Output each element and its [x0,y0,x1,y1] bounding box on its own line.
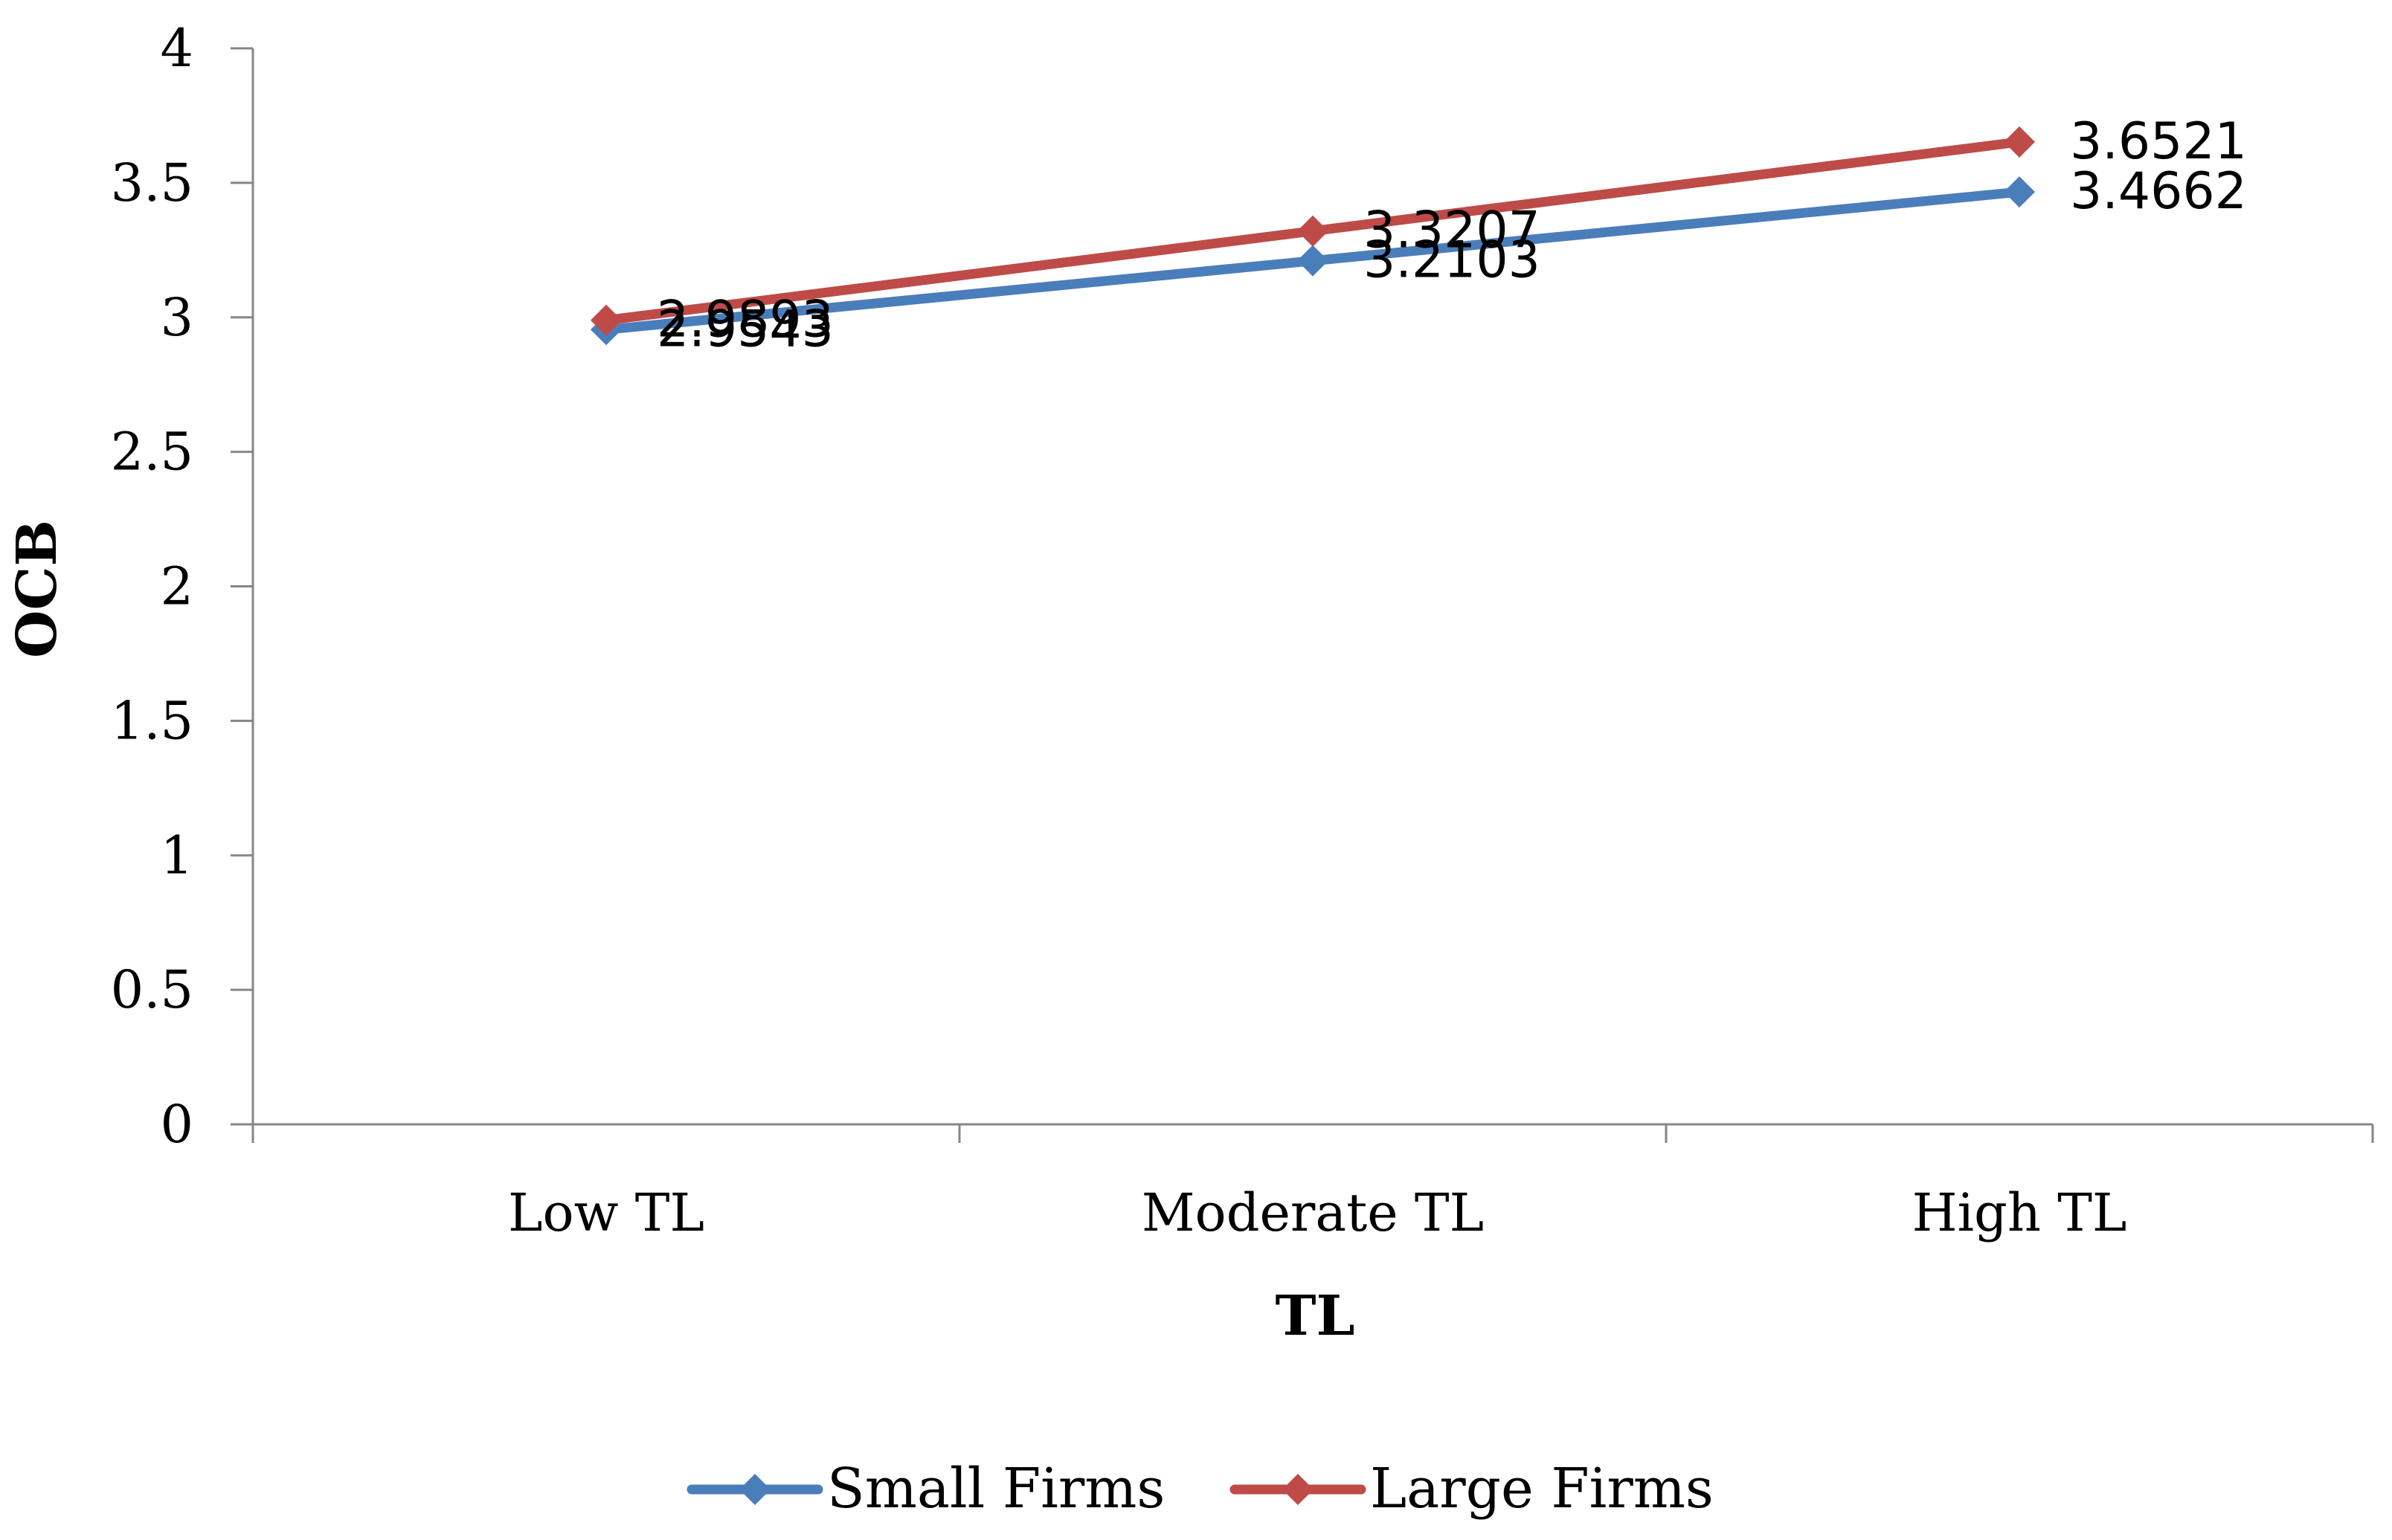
legend-label: Small Firms [827,1457,1165,1521]
y-tick-label: 0.5 [111,959,193,1020]
y-axis-title: OCB [5,520,69,658]
y-tick-label: 1 [160,825,193,886]
legend-item: Large Firms [1229,1457,1714,1521]
legend-swatch-marker [1282,1474,1314,1505]
x-tick-label: High TL [1912,1182,2127,1243]
data-point [1297,245,1328,277]
series-layer [591,126,2035,346]
y-tick-label: 2.5 [111,422,193,483]
data-label: 3.6521 [2070,112,2247,171]
x-axis-ticks: Low TL Moderate TL High TL [251,1124,2374,1243]
data-point [1297,215,1328,247]
data-label: 2.9543 [657,300,834,358]
data-label: 3.4662 [2070,162,2247,221]
data-label: 3.3207 [1363,202,1540,260]
legend: Small Firms Large Firms [687,1457,1714,1521]
y-tick-label: 1.5 [111,690,193,751]
y-tick-label: 3.5 [111,152,193,213]
chart-axes [251,48,2373,1126]
data-point [2004,126,2035,158]
y-tick-label: 4 [160,18,193,79]
data-point [2004,176,2035,208]
legend-label: Large Firms [1370,1457,1714,1521]
data-point [591,304,622,336]
data-label: 3.2103 [1363,231,1540,290]
y-tick-label: 0 [160,1094,193,1155]
data-labels: 2.9543 3.2103 3.4662 2.9893 3.3207 3.6521 [657,112,2247,358]
y-tick-label: 3 [160,287,193,348]
y-axis-ticks: 0 0.5 1 1.5 2 2.5 3 3.5 4 [111,18,253,1155]
x-tick-label: Low TL [508,1182,704,1243]
series-large-firms [591,126,2035,336]
x-axis-title: TL [1275,1284,1354,1348]
data-label: 2.9893 [657,291,834,349]
x-tick-label: Moderate TL [1142,1182,1484,1243]
legend-swatch-marker [739,1474,771,1505]
legend-item: Small Firms [687,1457,1165,1521]
y-tick-label: 2 [160,556,193,617]
